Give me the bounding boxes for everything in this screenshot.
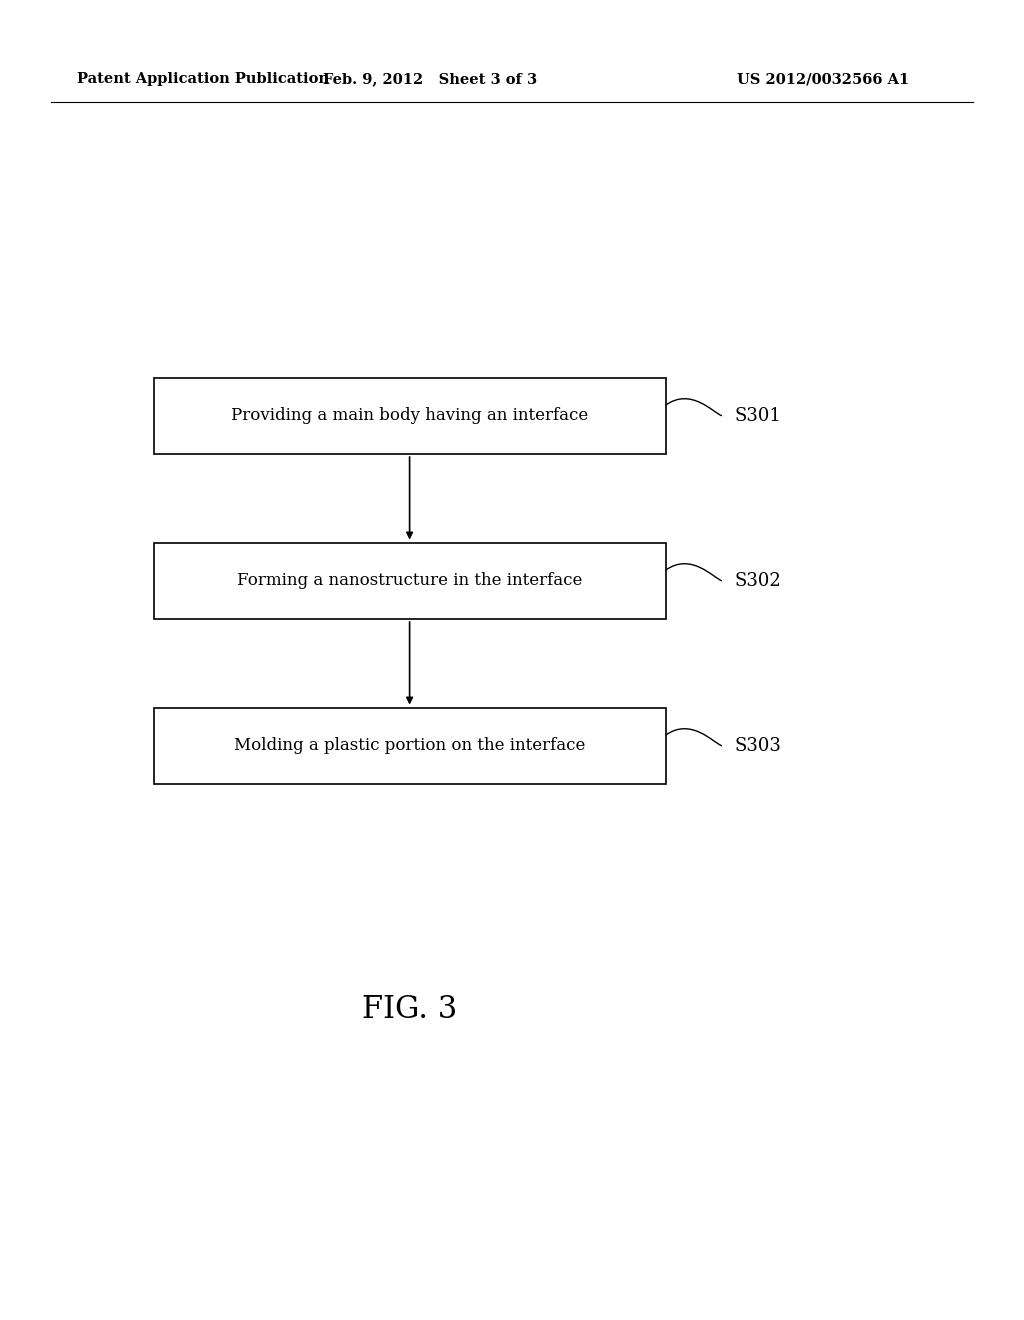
Text: S301: S301 <box>734 407 781 425</box>
Text: Providing a main body having an interface: Providing a main body having an interfac… <box>231 408 588 424</box>
Text: S302: S302 <box>734 572 781 590</box>
Text: US 2012/0032566 A1: US 2012/0032566 A1 <box>737 73 909 86</box>
Text: FIG. 3: FIG. 3 <box>361 994 458 1026</box>
Bar <box>154 378 666 454</box>
Bar <box>154 543 666 619</box>
Text: Molding a plastic portion on the interface: Molding a plastic portion on the interfa… <box>233 738 586 754</box>
Bar <box>154 708 666 784</box>
Text: S303: S303 <box>734 737 781 755</box>
Text: Forming a nanostructure in the interface: Forming a nanostructure in the interface <box>237 573 583 589</box>
Text: Feb. 9, 2012   Sheet 3 of 3: Feb. 9, 2012 Sheet 3 of 3 <box>323 73 538 86</box>
Text: Patent Application Publication: Patent Application Publication <box>77 73 329 86</box>
